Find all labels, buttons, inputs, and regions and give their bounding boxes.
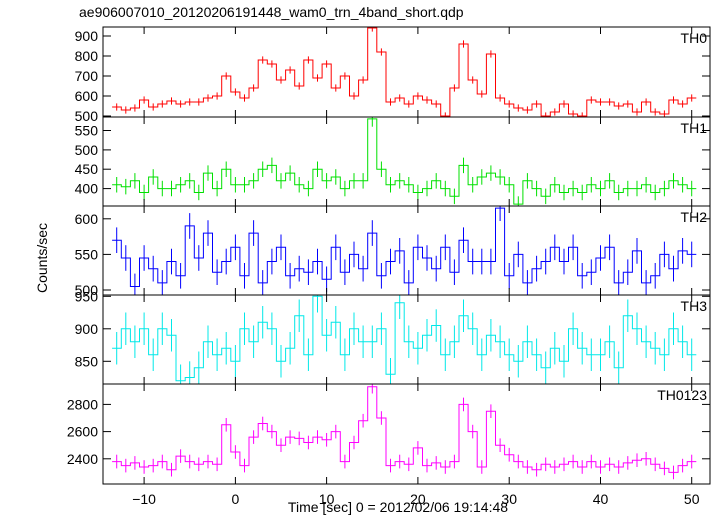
panel-th3: 850 900 950 TH3 [75, 288, 711, 385]
x-tick-label: 50 [684, 491, 700, 507]
y-tick-label: 900 [75, 321, 99, 337]
x-axis-tick-labels: −10 0 10 20 30 40 50 [132, 491, 699, 507]
y-tick-label: 950 [75, 288, 99, 304]
y-tick-label: 500 [75, 142, 99, 158]
y-tick-label: 500 [75, 108, 99, 124]
panel-frame [102, 383, 711, 485]
series-th1 [112, 117, 697, 206]
y-tick-label: 550 [75, 123, 99, 139]
chart-title: ae906007010_20120206191448_wam0_trn_4ban… [79, 4, 464, 20]
step-line-th0123 [112, 386, 697, 473]
panel-label: TH0 [681, 30, 708, 46]
step-line-th3 [112, 295, 697, 382]
y-tick-label: 850 [75, 353, 99, 369]
y-axis-label: Counts/sec [34, 223, 50, 293]
y-tick-label: 800 [75, 48, 99, 64]
series-th0 [112, 27, 697, 117]
panel-label: TH0123 [657, 387, 707, 403]
y-tick-label: 2400 [67, 451, 98, 467]
series-th2 [112, 206, 697, 295]
step-line-th0 [112, 27, 697, 117]
y-tick-label: 550 [75, 246, 99, 262]
panel-th2: 500 550 600 TH2 [75, 205, 711, 298]
x-axis-label: Time [sec] 0 = 2012/02/06 19:14:48 [288, 499, 508, 515]
panel-label: TH3 [681, 298, 708, 314]
y-tick-label: 700 [75, 68, 99, 84]
y-tick-label: 900 [75, 28, 99, 44]
panel-label: TH1 [681, 120, 708, 136]
x-tick-label: 40 [593, 491, 609, 507]
panel-th0: 500 600 700 800 900 TH0 [75, 26, 711, 124]
series-th3 [112, 295, 697, 384]
x-tick-label: 30 [501, 491, 517, 507]
x-tick-label: 20 [410, 491, 426, 507]
x-tick-label: 0 [232, 491, 240, 507]
y-tick-label: 2600 [67, 424, 98, 440]
y-tick-label: 450 [75, 161, 99, 177]
series-th0123 [112, 384, 697, 480]
panel-label: TH2 [681, 209, 708, 225]
panel-th1: 400 450 500 550 TH1 [75, 116, 711, 207]
step-line-th1 [112, 118, 697, 205]
y-tick-label: 600 [75, 211, 99, 227]
y-tick-label: 2800 [67, 396, 98, 412]
y-tick-label: 400 [75, 181, 99, 197]
step-line-th2 [112, 207, 697, 287]
x-tick-label: −10 [132, 491, 156, 507]
y-tick-label: 600 [75, 88, 99, 104]
x-tick-label: 10 [319, 491, 335, 507]
y-tick-label: 500 [75, 282, 99, 298]
panel-th0123: 2400 2600 2800 TH0123 [67, 383, 711, 485]
